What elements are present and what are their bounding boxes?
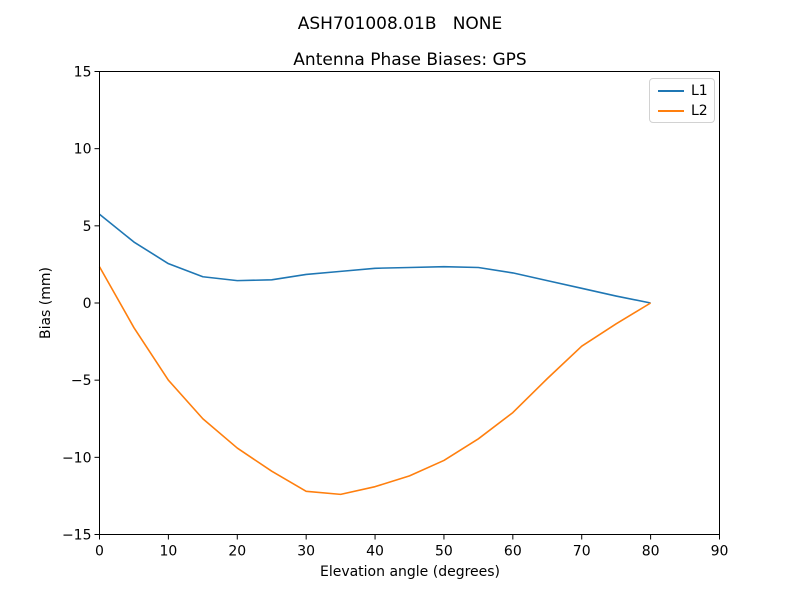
svg-text:−5: −5 [71, 373, 92, 389]
svg-text:0: 0 [95, 544, 104, 560]
svg-text:0: 0 [83, 296, 92, 312]
svg-text:30: 30 [297, 544, 315, 560]
svg-text:50: 50 [435, 544, 453, 560]
svg-text:80: 80 [642, 544, 660, 560]
x-axis-ticks: 0 10 20 30 40 50 60 70 80 90 [95, 534, 729, 560]
svg-text:40: 40 [366, 544, 384, 560]
legend: L1 L2 [649, 78, 715, 123]
l1-line [98, 213, 651, 304]
legend-entry-l2: L2 [650, 101, 714, 121]
svg-text:60: 60 [504, 544, 522, 560]
l2-line-swatch [658, 110, 684, 112]
legend-label-l1: L1 [691, 83, 708, 99]
legend-entry-l1: L1 [650, 81, 714, 101]
l1-line-swatch [658, 90, 684, 92]
svg-text:10: 10 [159, 544, 177, 560]
svg-text:90: 90 [711, 544, 729, 560]
y-axis-ticks: −15 −10 −5 0 5 10 15 [62, 65, 100, 544]
l2-line [98, 266, 652, 496]
svg-text:5: 5 [83, 219, 92, 235]
legend-label-l2: L2 [691, 103, 708, 119]
svg-text:15: 15 [74, 65, 92, 81]
y-axis-label: Bias (mm) [38, 266, 54, 340]
svg-text:20: 20 [228, 544, 246, 560]
svg-text:−15: −15 [62, 528, 92, 544]
svg-text:−10: −10 [62, 450, 92, 466]
svg-text:10: 10 [74, 142, 92, 158]
svg-text:70: 70 [573, 544, 591, 560]
x-axis-label: Elevation angle (degrees) [319, 564, 501, 580]
plot-border [99, 71, 720, 535]
figure-suptitle: ASH701008.01B NONE [297, 14, 503, 34]
chart-title: Antenna Phase Biases: GPS [293, 50, 527, 70]
